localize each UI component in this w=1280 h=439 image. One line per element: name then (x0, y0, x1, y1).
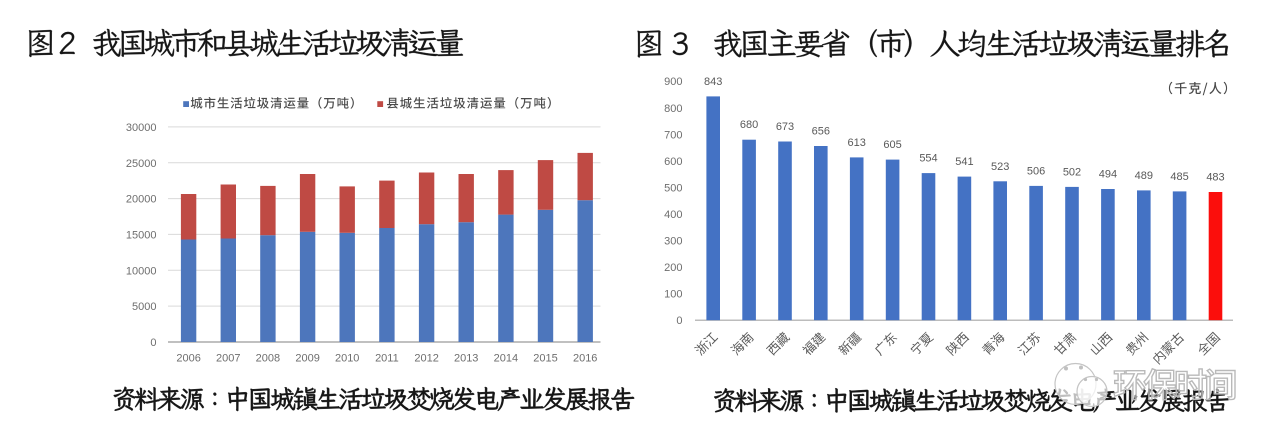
svg-text:700: 700 (664, 129, 682, 141)
svg-text:2012: 2012 (414, 353, 438, 365)
svg-text:605: 605 (883, 139, 901, 151)
svg-text:2007: 2007 (216, 353, 240, 365)
svg-text:0: 0 (676, 315, 682, 327)
svg-text:2016: 2016 (573, 353, 597, 365)
svg-text:200: 200 (664, 262, 682, 274)
svg-text:2014: 2014 (494, 353, 518, 365)
svg-text:541: 541 (955, 156, 973, 168)
svg-text:2006: 2006 (176, 353, 200, 365)
svg-text:656: 656 (812, 126, 830, 138)
svg-text:843: 843 (704, 76, 722, 88)
svg-text:400: 400 (664, 209, 682, 221)
svg-text:600: 600 (664, 156, 682, 168)
svg-text:15000: 15000 (126, 229, 157, 241)
svg-text:494: 494 (1099, 169, 1117, 181)
svg-text:2008: 2008 (256, 353, 280, 365)
svg-text:554: 554 (919, 153, 937, 165)
svg-text:20000: 20000 (126, 194, 157, 206)
svg-text:2013: 2013 (454, 353, 478, 365)
svg-text:300: 300 (664, 236, 682, 248)
svg-text:506: 506 (1027, 165, 1045, 177)
svg-text:485: 485 (1170, 171, 1188, 183)
svg-text:500: 500 (664, 182, 682, 194)
svg-text:0: 0 (150, 337, 156, 349)
svg-text:613: 613 (848, 137, 866, 149)
svg-text:483: 483 (1206, 172, 1224, 184)
svg-text:680: 680 (740, 119, 758, 131)
svg-text:673: 673 (776, 121, 794, 133)
svg-text:2015: 2015 (533, 353, 557, 365)
svg-text:900: 900 (664, 76, 682, 88)
svg-text:2011: 2011 (375, 353, 399, 365)
svg-text:2009: 2009 (295, 353, 319, 365)
svg-text:800: 800 (664, 103, 682, 115)
svg-text:502: 502 (1063, 166, 1081, 178)
svg-text:30000: 30000 (126, 122, 157, 134)
svg-text:489: 489 (1135, 170, 1153, 182)
svg-text:100: 100 (664, 289, 682, 301)
svg-text:2010: 2010 (335, 353, 359, 365)
svg-text:10000: 10000 (126, 265, 157, 277)
svg-text:523: 523 (991, 161, 1009, 173)
svg-text:5000: 5000 (132, 301, 156, 313)
svg-text:25000: 25000 (126, 158, 157, 170)
